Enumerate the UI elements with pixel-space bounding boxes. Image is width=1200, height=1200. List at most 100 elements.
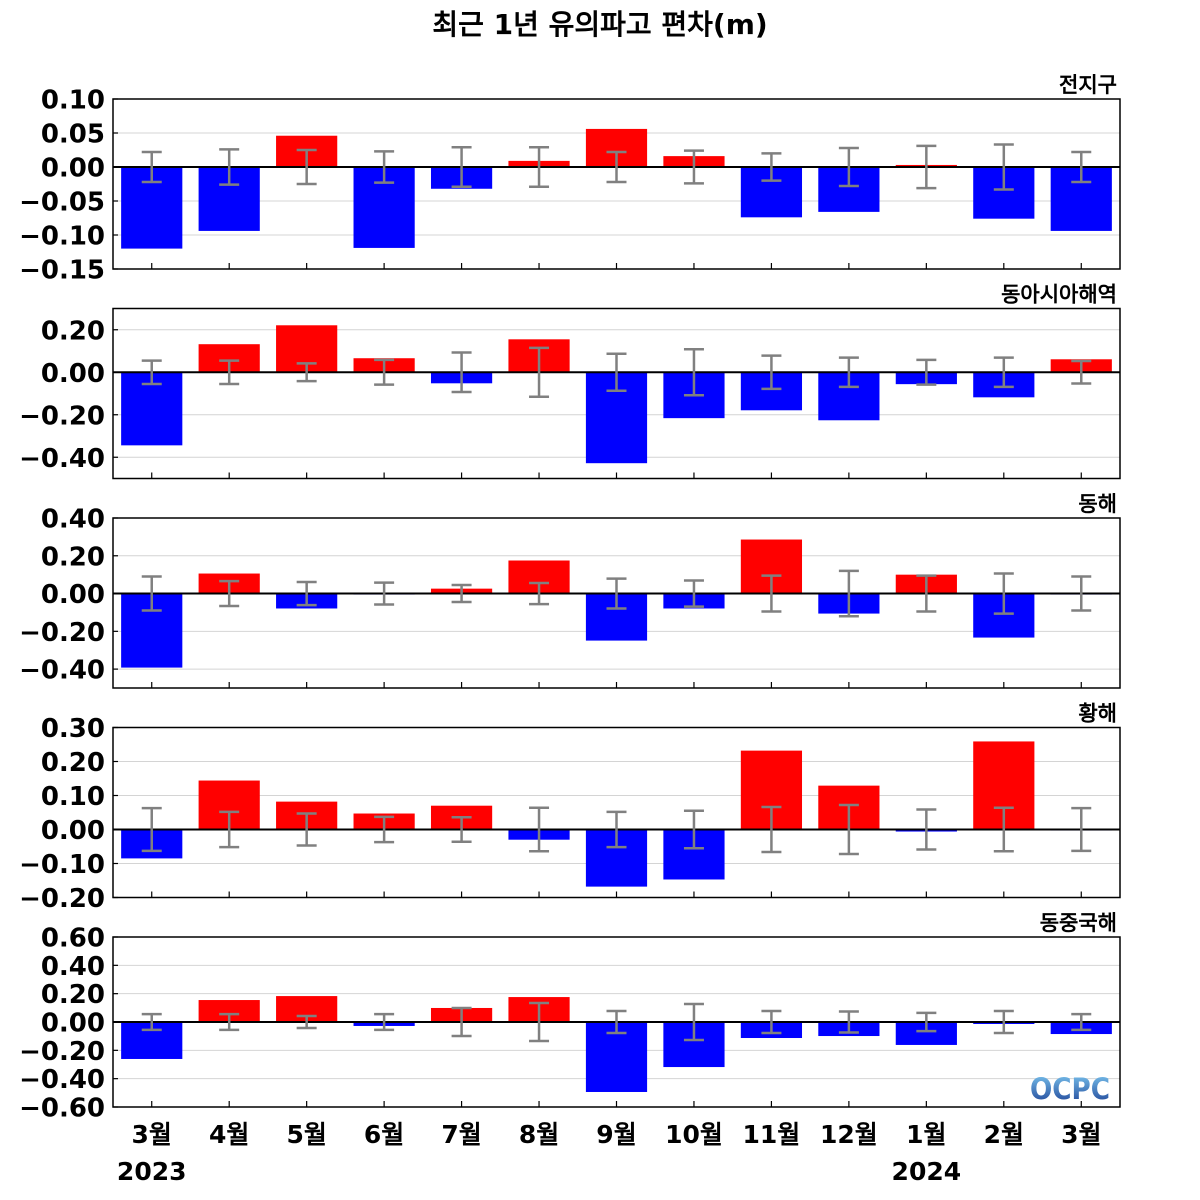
panel-label: 동해 (1078, 492, 1117, 516)
error-bar (296, 580, 317, 607)
y-tick-label: −0.05 (19, 188, 105, 218)
x-tick-label: 9월 (596, 1120, 636, 1149)
panel-label: 동중국해 (1040, 911, 1117, 935)
panel-frame (112, 726, 1121, 899)
error-bar (374, 815, 395, 844)
panel-frame (112, 98, 1121, 270)
y-tick-label: 0.05 (41, 120, 105, 150)
error-bar (916, 1011, 937, 1033)
y-tick-label: 0.00 (41, 359, 105, 389)
y-tick-label: −0.20 (19, 401, 105, 431)
year-label: 2023 (117, 1157, 187, 1186)
error-bar (683, 809, 704, 850)
error-bar (761, 1009, 782, 1035)
error-bar (374, 358, 395, 386)
chart-panels: 0.100.050.00−0.05−0.10−0.15전지구0.200.00−0… (19, 73, 1121, 1124)
error-bar (374, 581, 395, 606)
error-bar (1071, 150, 1092, 184)
y-tick-label: 0.20 (41, 542, 105, 572)
error-bar (916, 358, 937, 386)
error-bar (529, 581, 550, 606)
error-bar (1071, 575, 1092, 612)
error-bar (141, 150, 162, 184)
x-tick-label: 7월 (441, 1120, 481, 1149)
error-bar (451, 1006, 472, 1038)
y-tick-label: −0.60 (19, 1094, 105, 1124)
bar (895, 1022, 957, 1045)
error-bar (683, 149, 704, 185)
bar (198, 1000, 260, 1022)
error-bar (993, 143, 1014, 191)
error-bar (219, 148, 240, 186)
year-label: 2024 (892, 1157, 962, 1186)
error-bar (219, 359, 240, 386)
x-tick-label: 4월 (209, 1120, 249, 1149)
error-bar (683, 348, 704, 397)
chart-title: 최근 1년 유의파고 편차(m) (432, 8, 767, 41)
panel-label: 동아시아해역 (1001, 283, 1117, 307)
error-bar (1071, 806, 1092, 853)
error-bar (838, 146, 859, 188)
error-bar (219, 1012, 240, 1032)
panel-frame (112, 307, 1121, 480)
error-bar (374, 1012, 395, 1032)
error-bar (451, 583, 472, 604)
y-tick-label: −0.20 (19, 1037, 105, 1067)
x-tick-label: 1월 (906, 1120, 946, 1149)
y-tick-label: −0.10 (19, 850, 105, 880)
x-tick-label: 12월 (820, 1120, 878, 1149)
x-axis: 3월 4월 5월 6월 7월 8월 9월 10월 11월 12월 1월 2월 3월 2023 2024 (117, 1120, 1102, 1186)
error-bar (838, 569, 859, 618)
error-bar (761, 805, 782, 854)
panel-global: 0.10 0.05 0.00 −0.05 −0.10 −0.15 전지구 (19, 73, 1121, 286)
panel-frame (112, 936, 1121, 1108)
error-bar (141, 359, 162, 386)
error-bar (761, 354, 782, 391)
error-bar (451, 816, 472, 843)
x-tick-label: 8월 (519, 1120, 559, 1149)
error-bar (219, 810, 240, 849)
error-bar (1071, 359, 1092, 385)
error-bar (916, 574, 937, 613)
error-bar (529, 1001, 550, 1043)
error-bar (529, 146, 550, 188)
error-bar (451, 351, 472, 394)
y-tick-label: 0.20 (41, 316, 105, 346)
error-bar (606, 352, 627, 392)
error-bar (296, 812, 317, 847)
panel-east-china-sea: 0.600.400.200.00−0.20−0.40−0.60 동중국해 (19, 911, 1121, 1124)
error-bar (451, 146, 472, 188)
error-bar (606, 810, 627, 849)
panel-east-asian-seas: 0.20 0.00 −0.20 −0.40 동아시아해역 (19, 283, 1121, 480)
panel-yellow-sea: 0.30 0.20 0.10 0.00 −0.10 −0.20 황해 (19, 702, 1121, 914)
y-tick-label: 0.20 (41, 748, 105, 778)
error-bar (916, 808, 937, 851)
y-tick-label: −0.15 (19, 256, 105, 286)
y-tick-label: −0.20 (19, 618, 105, 648)
y-tick-label: −0.40 (19, 656, 105, 686)
x-tick-label: 3월 (132, 1120, 172, 1149)
panel-label: 황해 (1078, 702, 1117, 726)
error-bar (1071, 1012, 1092, 1032)
y-tick-label: 0.40 (41, 952, 105, 982)
error-bar (838, 356, 859, 389)
x-tick-label: 5월 (286, 1120, 326, 1149)
error-bar (838, 1010, 859, 1034)
error-bar (141, 1012, 162, 1032)
x-tick-label: 3월 (1061, 1120, 1101, 1149)
error-bar (993, 572, 1014, 615)
y-tick-label: 0.00 (41, 1009, 105, 1039)
panel-frame (112, 517, 1121, 689)
x-tick-label: 10월 (665, 1120, 723, 1149)
y-tick-label: −0.10 (19, 222, 105, 252)
panel-east-sea: 0.40 0.20 0.00 −0.20 −0.40 동해 (19, 492, 1121, 689)
x-tick-label: 6월 (364, 1120, 404, 1149)
error-bar (683, 579, 704, 608)
error-bar (606, 577, 627, 610)
y-tick-label: 0.00 (41, 816, 105, 846)
error-bar (219, 579, 240, 608)
y-tick-label: −0.20 (19, 884, 105, 914)
error-bar (838, 803, 859, 856)
error-bar (374, 150, 395, 184)
